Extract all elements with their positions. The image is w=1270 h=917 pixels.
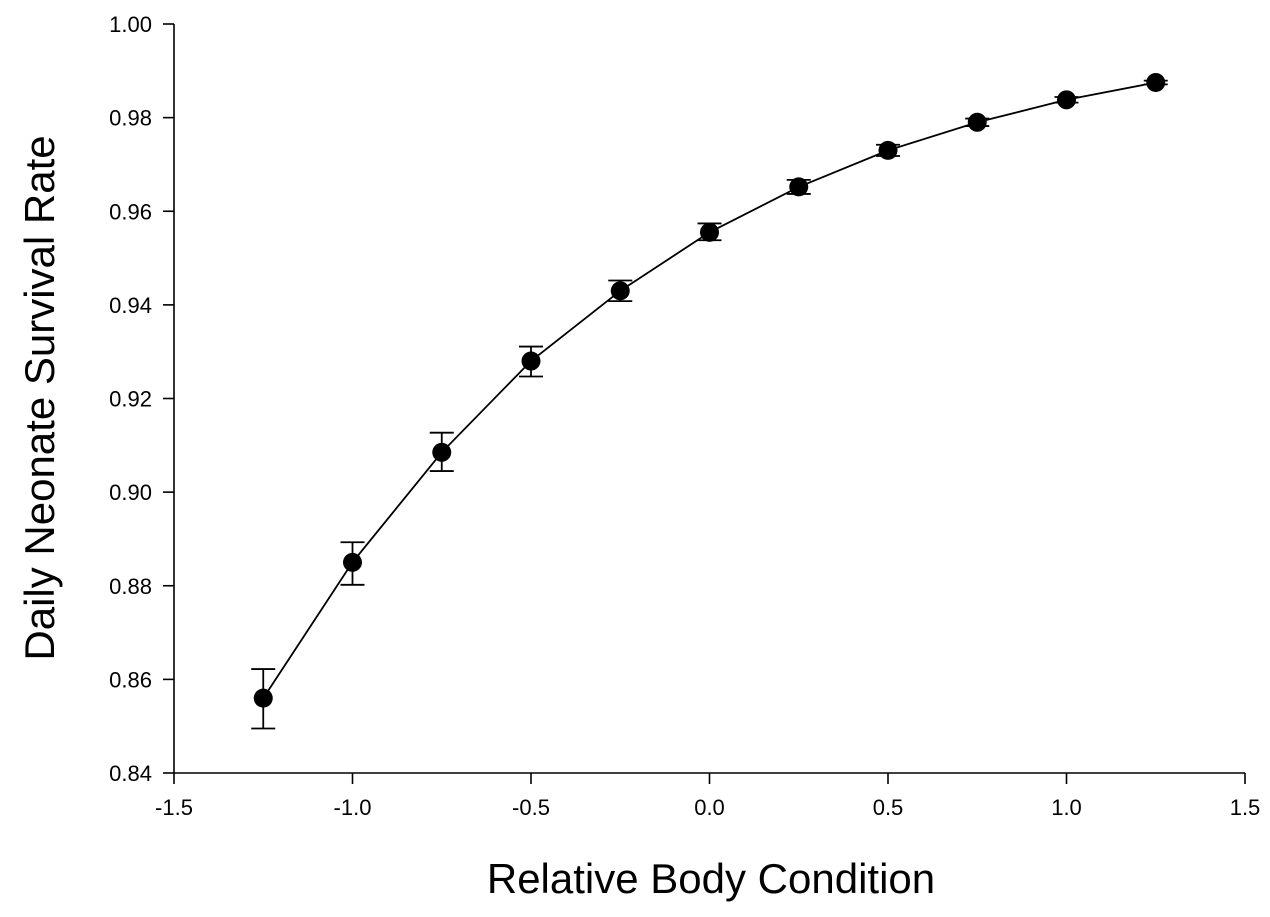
y-ticks: 0.84 0.86 0.88 0.90 0.92 0.94 0.96 0.98 1.00: [109, 12, 174, 786]
x-tick-label: -1.0: [334, 795, 372, 820]
x-ticks: -1.5 -1.0 -0.5 0.0 0.5 1.0 1.5: [155, 773, 1260, 820]
y-tick-label: 0.92: [109, 387, 152, 412]
y-tick-label: 0.90: [109, 480, 152, 505]
y-tick-label: 0.96: [109, 199, 152, 224]
series-line: [263, 83, 1156, 699]
data-point: [1146, 73, 1165, 92]
data-point: [879, 141, 898, 160]
data-point: [789, 177, 808, 196]
y-tick-label: 0.98: [109, 106, 152, 131]
data-point: [1057, 90, 1076, 109]
series-layer: [251, 73, 1168, 729]
data-point: [700, 223, 719, 242]
x-axis-title: Relative Body Condition: [487, 855, 935, 902]
plot-area: -1.5 -1.0 -0.5 0.0 0.5 1.0 1.5 0.84 0.86 0.88 0.9…: [109, 12, 1260, 820]
y-tick-label: 0.86: [109, 667, 152, 692]
data-point: [432, 443, 451, 462]
x-tick-label: 0.0: [694, 795, 725, 820]
x-tick-label: -0.5: [512, 795, 550, 820]
y-tick-label: 0.88: [109, 574, 152, 599]
x-tick-label: 1.0: [1051, 795, 1082, 820]
y-tick-label: 1.00: [109, 12, 152, 37]
y-axis-title: Daily Neonate Survival Rate: [16, 135, 63, 660]
data-point: [611, 281, 630, 300]
data-point: [522, 352, 541, 371]
y-tick-label: 0.84: [109, 761, 152, 786]
y-tick-label: 0.94: [109, 293, 152, 318]
x-tick-label: 1.5: [1230, 795, 1261, 820]
data-point: [343, 553, 362, 572]
data-point: [968, 113, 987, 132]
data-point: [254, 689, 273, 708]
x-tick-label: 0.5: [873, 795, 904, 820]
x-tick-label: -1.5: [155, 795, 193, 820]
